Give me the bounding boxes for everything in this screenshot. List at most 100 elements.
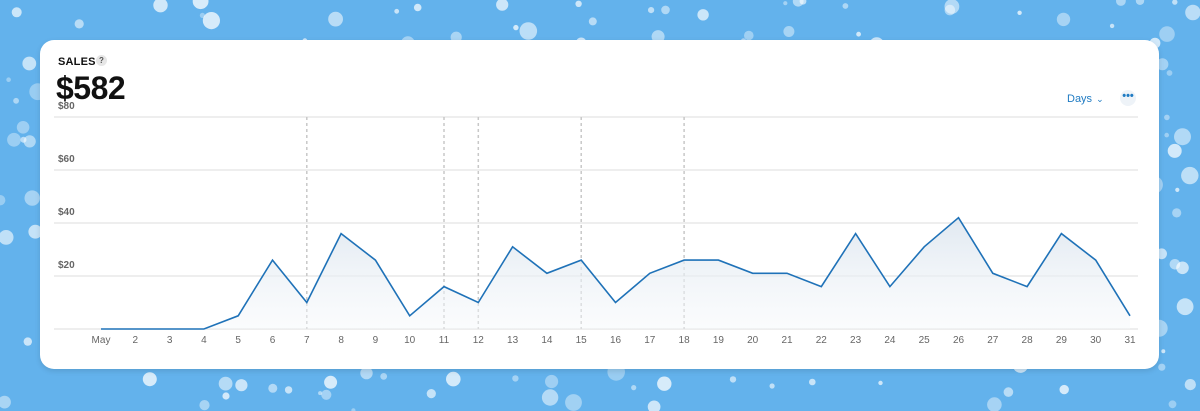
background-dot	[446, 371, 461, 387]
background-dot	[23, 135, 36, 148]
background-dot	[513, 24, 519, 31]
background-dot	[74, 19, 84, 29]
background-dot	[1172, 208, 1182, 218]
data-point[interactable]	[1059, 231, 1064, 236]
x-tick-label: 5	[235, 335, 241, 346]
background-dot	[318, 391, 323, 396]
y-tick-label: $80	[58, 101, 75, 112]
x-tick-label: 7	[304, 335, 310, 346]
background-dot	[1184, 379, 1196, 391]
background-dot	[0, 195, 6, 206]
background-dot	[1185, 4, 1200, 21]
background-dot	[744, 30, 754, 41]
background-dot	[657, 376, 672, 391]
background-dot	[565, 394, 582, 411]
background-dot	[153, 0, 168, 13]
chevron-down-icon: ⌄	[1096, 94, 1104, 104]
background-dot	[697, 9, 709, 21]
x-tick-label: 12	[473, 335, 485, 346]
background-dot	[729, 376, 737, 383]
background-dot	[856, 31, 861, 37]
data-point[interactable]	[887, 284, 892, 289]
background-dot	[222, 392, 230, 400]
card-title: SALES	[58, 56, 96, 68]
x-tick-label: 22	[816, 335, 828, 346]
x-tick-label: 26	[953, 335, 965, 346]
background-dot	[380, 373, 388, 380]
x-tick-label: 15	[576, 335, 588, 346]
data-point[interactable]	[99, 327, 104, 332]
data-point[interactable]	[133, 327, 138, 332]
data-point[interactable]	[613, 300, 618, 305]
data-point[interactable]	[201, 327, 206, 332]
background-dot	[1168, 400, 1177, 409]
background-dot	[809, 378, 816, 386]
data-point[interactable]	[407, 313, 412, 318]
background-dot	[1003, 387, 1014, 397]
background-dot	[1135, 0, 1145, 5]
background-dot	[1172, 0, 1178, 5]
x-tick-label: 8	[338, 335, 344, 346]
background-dot	[324, 375, 338, 389]
data-point[interactable]	[510, 244, 515, 249]
x-tick-label: 31	[1124, 335, 1136, 346]
background-dot	[519, 22, 538, 40]
background-dot	[631, 385, 637, 391]
x-tick-label: 2	[133, 335, 139, 346]
background-dot	[235, 379, 248, 392]
background-dot	[1164, 114, 1170, 121]
data-point[interactable]	[476, 300, 481, 305]
data-point[interactable]	[956, 215, 961, 220]
data-point[interactable]	[853, 231, 858, 236]
data-point[interactable]	[373, 258, 378, 263]
data-point[interactable]	[716, 258, 721, 263]
background-dot	[1161, 349, 1166, 354]
x-tick-label: 11	[439, 335, 450, 346]
background-dot	[1156, 58, 1169, 71]
x-tick-label: 6	[270, 335, 276, 346]
background-dot	[394, 8, 400, 14]
background-dot	[321, 389, 332, 400]
data-point[interactable]	[1025, 284, 1030, 289]
background-dot	[1109, 23, 1115, 29]
background-dot	[284, 386, 293, 394]
series-line	[101, 216, 1131, 330]
data-point[interactable]	[304, 300, 309, 305]
background-dot	[575, 0, 582, 7]
data-point[interactable]	[579, 258, 584, 263]
background-dot	[28, 224, 43, 239]
data-point[interactable]	[270, 258, 275, 263]
more-options-icon[interactable]: •••	[1120, 90, 1136, 106]
data-point[interactable]	[682, 258, 687, 263]
data-point[interactable]	[1128, 313, 1133, 318]
data-point[interactable]	[990, 271, 995, 276]
data-point[interactable]	[647, 271, 652, 276]
data-point[interactable]	[339, 231, 344, 236]
help-icon[interactable]: ?	[96, 55, 107, 66]
data-point[interactable]	[236, 313, 241, 318]
data-point[interactable]	[922, 244, 927, 249]
data-point[interactable]	[167, 327, 172, 332]
background-dot	[268, 383, 278, 393]
background-dot	[413, 3, 422, 12]
data-point[interactable]	[750, 271, 755, 276]
background-dot	[1167, 143, 1182, 158]
data-point[interactable]	[785, 271, 790, 276]
background-dot	[0, 230, 14, 245]
background-dot	[22, 56, 37, 71]
background-dot	[1059, 384, 1069, 395]
background-dot	[648, 7, 655, 14]
period-dropdown[interactable]: Days ⌄	[1067, 93, 1104, 105]
background-dot	[1056, 12, 1071, 27]
background-dot	[588, 17, 597, 26]
data-point[interactable]	[442, 284, 447, 289]
background-dot	[661, 5, 670, 15]
data-point[interactable]	[544, 271, 549, 276]
data-point[interactable]	[1093, 258, 1098, 263]
x-tick-label: 21	[781, 335, 793, 346]
data-point[interactable]	[819, 284, 824, 289]
background-dot	[0, 395, 11, 409]
background-dot	[651, 30, 665, 44]
background-dot	[987, 397, 1002, 411]
x-tick-label: 13	[507, 335, 519, 346]
